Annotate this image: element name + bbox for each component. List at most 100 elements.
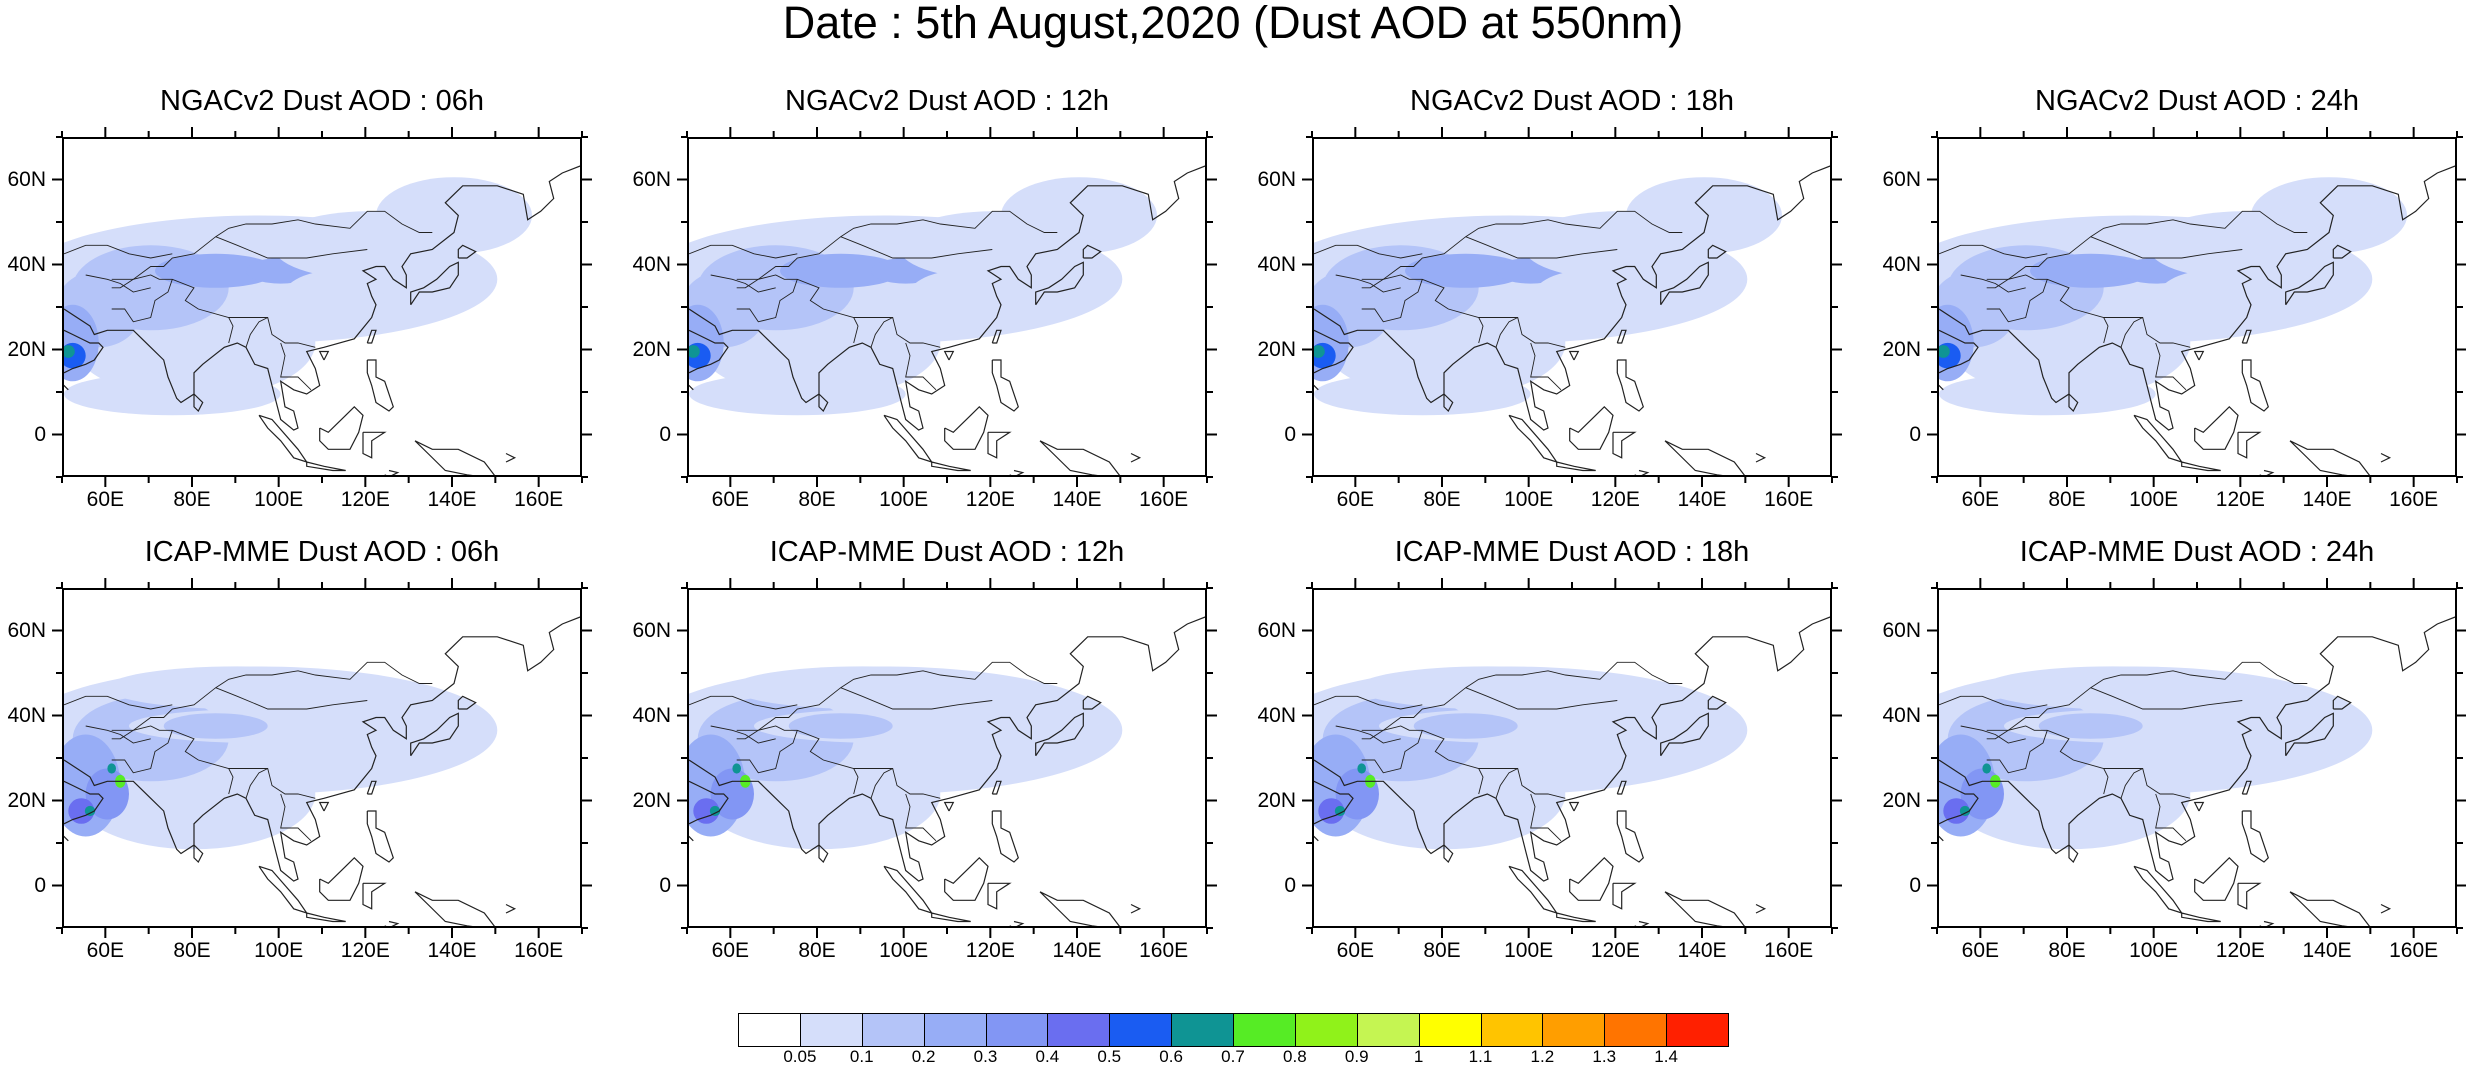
coastline [1664,440,1745,475]
lat-tick-label: 20N [1882,788,1921,812]
country-border [1361,274,1566,348]
lon-tick-label: 60E [711,488,750,511]
coastline [1556,461,1596,472]
country-border [736,210,1058,280]
country-border [1986,725,2191,799]
panel-title: ICAP-MME Dust AOD : 12h [769,536,1125,568]
axis-ticks [1302,127,1842,487]
coastline [410,261,459,306]
aod-plume [1314,372,1531,416]
aod-plume [2038,713,2143,739]
coastline [306,912,346,923]
country-border [245,317,268,348]
country-border [710,274,776,293]
aod-plume [1939,372,2156,416]
coastline [1082,695,1102,710]
country-border [1939,695,2048,710]
coastline [258,865,309,915]
coastline [64,780,104,825]
coastline [689,384,694,391]
lon-tick-label: 140E [2302,488,2352,511]
lat-tick-label: 40N [1882,252,1921,276]
country-border [1960,274,2026,293]
colorbar-swatch [1109,1013,1173,1047]
coastline [2332,695,2352,710]
country-border [1986,730,2048,774]
axis-ticks [1927,578,2466,938]
dust-aod-map [1314,165,1830,475]
coastline [689,835,694,842]
coastline [987,431,1012,459]
panel-title: ICAP-MME Dust AOD : 06h [144,536,500,568]
lon-tick-label: 100E [254,488,304,511]
colorbar-swatch [1480,1013,1544,1047]
coastline [2241,359,2269,412]
lat-tick-label: 60N [1882,167,1921,191]
coastline [319,405,364,450]
coastline [2181,461,2221,472]
colorbar-label: 1.4 [1654,1047,1678,1066]
coastline [1314,780,1354,825]
coastline [1082,244,1102,259]
aod-plume [280,270,385,331]
coastline [2193,350,2205,361]
coastline [505,903,517,914]
country-border [85,725,151,744]
coastline [991,359,1019,412]
coastline [1314,616,1830,882]
coastline [883,865,934,915]
coastline [1616,329,1627,344]
colorbar-label: 0.3 [973,1047,998,1066]
coastline [689,780,729,825]
coastline [1508,865,1559,915]
coastline [1039,440,1120,475]
country-border [1335,725,1401,744]
country-border [840,236,993,259]
coastline [689,616,1205,882]
aod-plume [107,666,368,709]
map-area [62,588,582,928]
coastline [1660,261,1709,306]
coastline [64,165,580,431]
coastline [1616,780,1627,795]
coastline [2068,844,2079,863]
coastline [2194,856,2239,901]
colorbar-label: 0.2 [911,1047,936,1066]
lon-tick-label: 80E [173,939,211,962]
panel-title: NGACv2 Dust AOD : 06h [160,85,484,117]
coastline [2181,912,2221,923]
lat-tick-label: 0 [1909,873,1921,897]
lon-tick-label: 80E [2048,488,2086,511]
country-border [111,279,173,323]
aod-plume [163,713,268,739]
colorbar-swatch [1542,1013,1606,1047]
coastline [1755,452,1767,463]
coastline [1612,882,1637,910]
lat-tick-label: 0 [1909,422,1921,446]
aod-plume [1939,345,1950,358]
coastline [987,882,1012,910]
lon-tick-label: 60E [1961,488,2000,511]
coastline [362,431,387,459]
lat-tick-label: 60N [1882,618,1921,642]
coastline [2259,469,2275,475]
country-border [1986,210,2308,280]
lat-tick-label: 20N [632,788,671,812]
colorbar-swatch [1666,1013,1729,1047]
coastline [991,329,1002,344]
coastline [1612,431,1637,459]
aod-plume [1334,805,1346,817]
country-border [1960,725,2026,744]
aod-plume [68,798,95,824]
map-area [1312,137,1832,477]
lon-tick-label: 80E [798,488,836,511]
dust-aod-map [64,616,580,926]
coastline [258,414,309,464]
panel-title: ICAP-MME Dust AOD : 24h [2019,536,2375,568]
colorbar-label: 1.3 [1592,1047,1617,1066]
lon-tick-label: 120E [340,488,390,511]
map-area [687,137,1207,477]
lon-tick-label: 120E [2215,488,2265,511]
lat-tick-label: 0 [659,873,671,897]
colorbar-swatch [1047,1013,1111,1047]
